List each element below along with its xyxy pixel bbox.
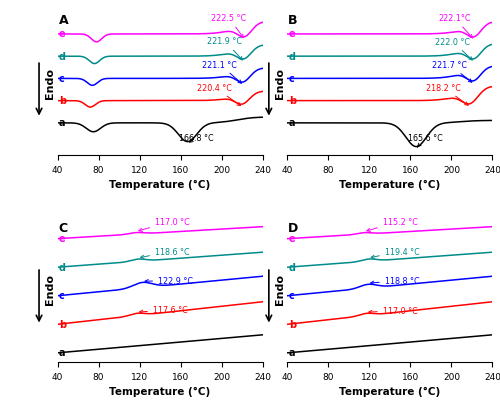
Text: e: e xyxy=(59,29,66,39)
Text: e: e xyxy=(289,234,296,244)
Text: 117.0 °C: 117.0 °C xyxy=(369,306,418,315)
Text: 221.1 °C: 221.1 °C xyxy=(202,61,241,84)
Text: c: c xyxy=(59,291,65,301)
X-axis label: Temperature (°C): Temperature (°C) xyxy=(110,180,210,190)
Y-axis label: Endo: Endo xyxy=(44,274,54,305)
Text: b: b xyxy=(289,96,296,106)
Text: c: c xyxy=(289,74,294,84)
Text: 222.1°C: 222.1°C xyxy=(438,14,472,39)
Text: b: b xyxy=(289,319,296,329)
Text: d: d xyxy=(59,262,66,272)
Y-axis label: Endo: Endo xyxy=(274,274,284,305)
Text: 118.6 °C: 118.6 °C xyxy=(140,247,190,259)
Text: c: c xyxy=(59,74,65,84)
X-axis label: Temperature (°C): Temperature (°C) xyxy=(110,386,210,396)
Text: 119.4 °C: 119.4 °C xyxy=(371,247,420,259)
Text: D: D xyxy=(288,222,298,235)
X-axis label: Temperature (°C): Temperature (°C) xyxy=(340,180,440,190)
X-axis label: Temperature (°C): Temperature (°C) xyxy=(340,386,440,396)
Y-axis label: Endo: Endo xyxy=(274,67,284,98)
Text: B: B xyxy=(288,14,298,27)
Text: c: c xyxy=(289,291,294,301)
Text: 222.0 °C: 222.0 °C xyxy=(435,38,472,61)
Text: 218.2 °C: 218.2 °C xyxy=(426,83,468,106)
Text: b: b xyxy=(59,96,66,106)
Text: 117.0 °C: 117.0 °C xyxy=(139,217,190,232)
Text: 221.9 °C: 221.9 °C xyxy=(208,37,242,61)
Text: 118.8 °C: 118.8 °C xyxy=(370,276,420,285)
Text: a: a xyxy=(59,118,66,128)
Text: d: d xyxy=(59,52,66,61)
Text: 115.2 °C: 115.2 °C xyxy=(367,217,418,232)
Text: A: A xyxy=(58,14,68,27)
Text: a: a xyxy=(289,118,296,128)
Text: d: d xyxy=(289,52,296,61)
Text: 166.8 °C: 166.8 °C xyxy=(178,134,213,143)
Text: e: e xyxy=(59,234,66,244)
Text: 222.5 °C: 222.5 °C xyxy=(212,14,246,38)
Text: d: d xyxy=(289,262,296,272)
Text: 117.6 °C: 117.6 °C xyxy=(140,306,188,315)
Text: 220.4 °C: 220.4 °C xyxy=(197,83,240,106)
Y-axis label: Endo: Endo xyxy=(44,67,54,98)
Text: e: e xyxy=(289,29,296,39)
Text: 165.6 °C: 165.6 °C xyxy=(408,134,443,148)
Text: a: a xyxy=(59,348,66,357)
Text: C: C xyxy=(58,222,68,235)
Text: b: b xyxy=(59,319,66,329)
Text: 122.9 °C: 122.9 °C xyxy=(145,276,193,285)
Text: 221.7 °C: 221.7 °C xyxy=(432,61,472,83)
Text: a: a xyxy=(289,348,296,357)
